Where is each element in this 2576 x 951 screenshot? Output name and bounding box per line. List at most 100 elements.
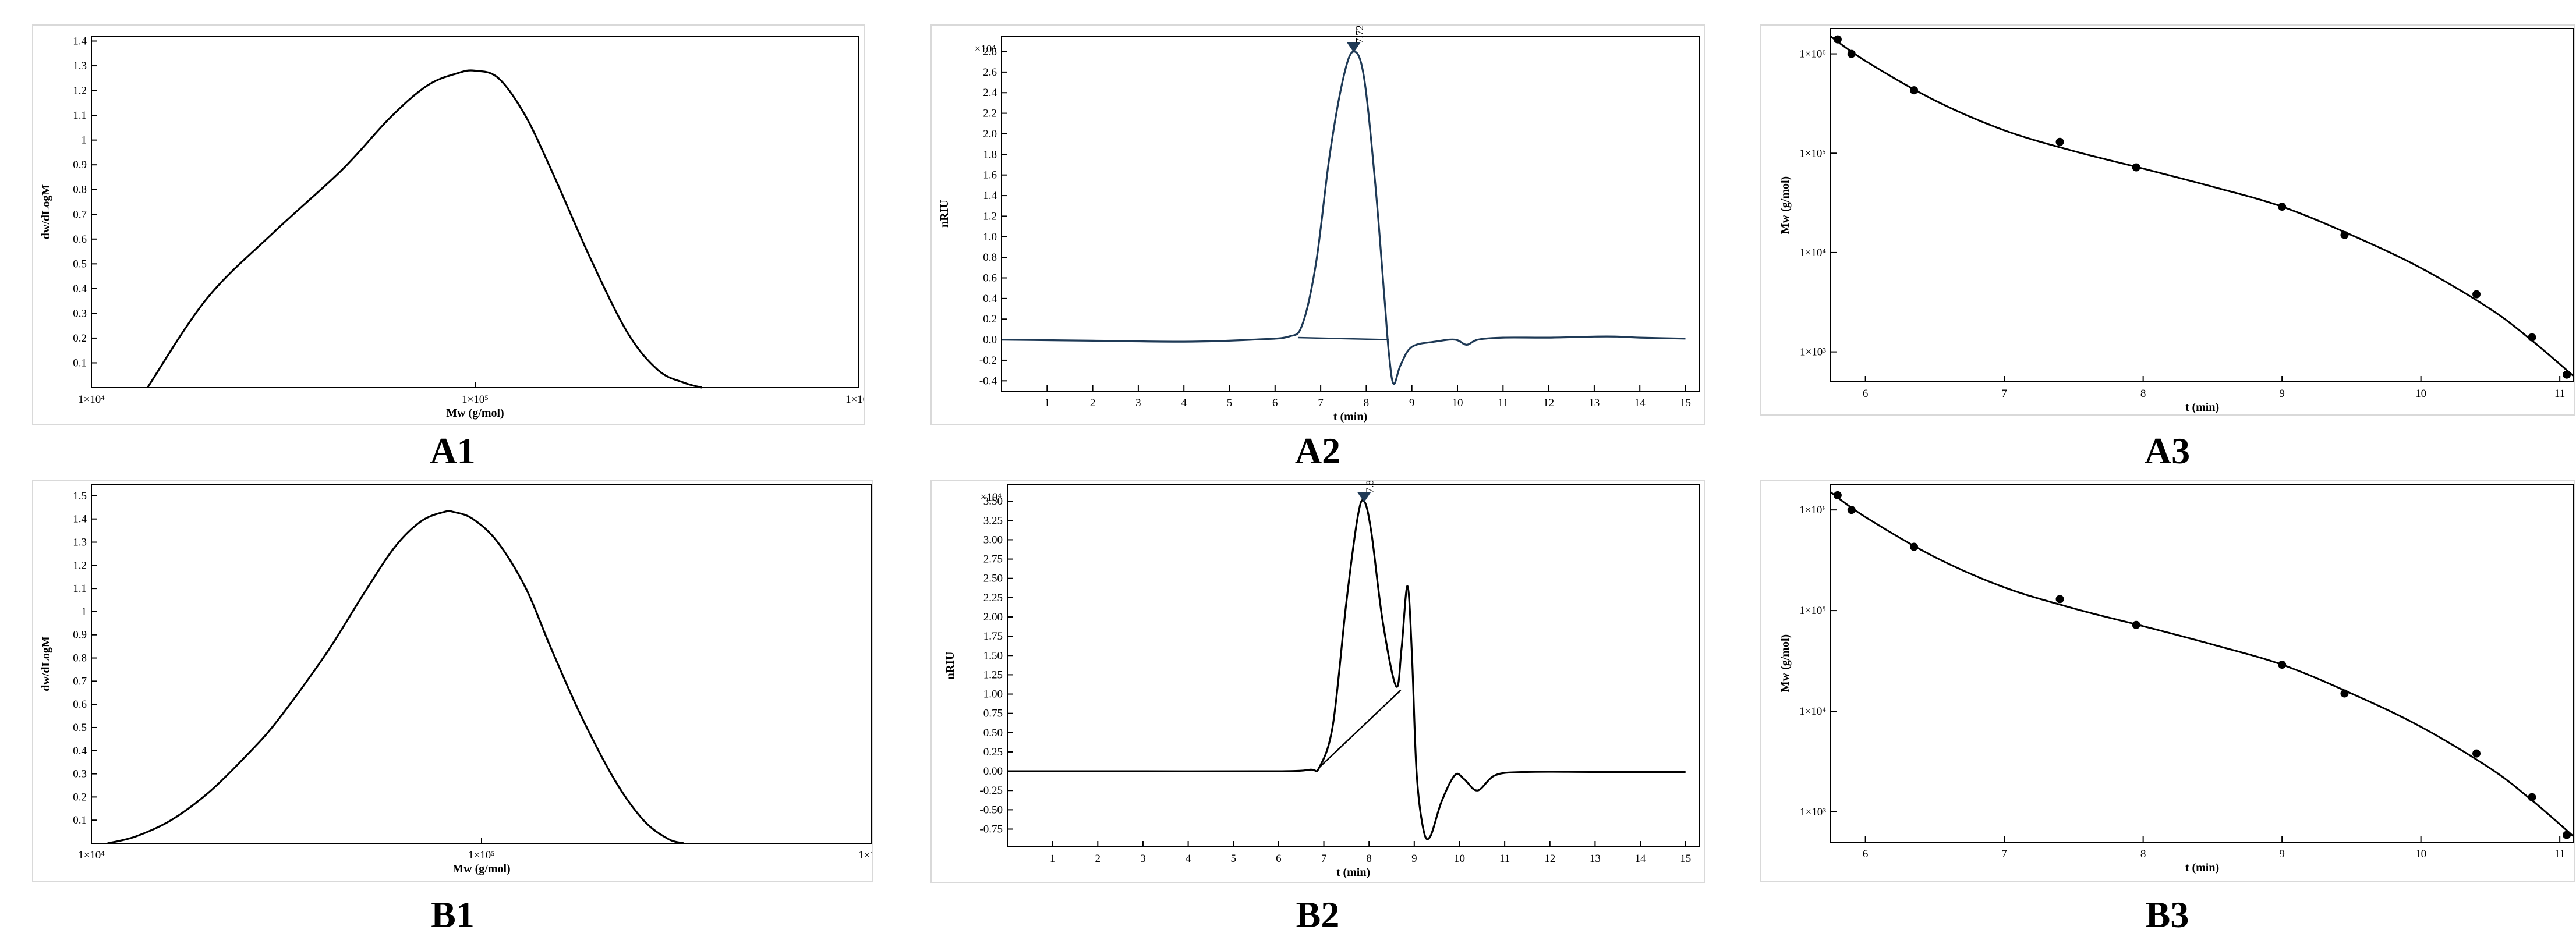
y-tick-label: 2.25 (983, 592, 1003, 604)
x-tick-label: 1×10⁶ (845, 393, 864, 406)
peak-label: 7.725 (1354, 26, 1365, 44)
y-tick-label: 1.2 (73, 559, 87, 572)
x-axis-title: t (min) (2185, 861, 2219, 874)
y-tick-label: 1×10⁶ (1799, 48, 1826, 61)
data-point (1833, 491, 1842, 499)
y-tick-label: 3.00 (983, 534, 1003, 546)
data-point (2132, 163, 2140, 172)
x-tick-label: 8 (2140, 848, 2146, 860)
y-tick-label: 1×10³ (1800, 346, 1826, 359)
y-tick-label: 1.2 (983, 210, 997, 222)
calibration-fit-line (1830, 491, 2574, 838)
panel-label-b2: B2 (1296, 894, 1340, 935)
series-line (1001, 50, 1686, 385)
x-tick-label: 6 (1863, 848, 1869, 860)
y-tick-label: 0.2 (983, 313, 997, 325)
data-point (2132, 620, 2140, 629)
x-tick-label: 6 (1272, 397, 1278, 409)
x-tick-label: 7 (1318, 397, 1324, 409)
y-axis-title: nRIU (938, 200, 951, 228)
y-tick-label: 2.0 (983, 128, 997, 140)
data-point (1847, 506, 1856, 514)
data-point (1910, 542, 1919, 551)
y-tick-label: 0.4 (73, 283, 87, 295)
peak-baseline (1318, 690, 1402, 768)
y-tick-label: 1.1 (73, 109, 87, 122)
data-point (1847, 49, 1856, 58)
x-tick-label: 6 (1863, 388, 1869, 400)
y-tick-label: 0.3 (73, 768, 87, 780)
x-tick-label: 11 (1499, 853, 1510, 865)
x-tick-label: 5 (1230, 853, 1236, 865)
y-tick-label: -0.75 (979, 824, 1003, 836)
y-tick-label: 0.8 (73, 184, 87, 196)
y-tick-label: 1.75 (983, 630, 1003, 643)
x-tick-label: 13 (1590, 853, 1601, 865)
y-tick-label: 0.2 (73, 332, 87, 345)
y-tick-label: 0.1 (73, 357, 87, 369)
chart-panel-a2: 1 2 3 4 5 6 7 8 9 10 11 12 13 14 15 -0.4 -0.2 0.0 0.2 0.4 0.… (930, 24, 1705, 425)
peak-marker (1346, 42, 1361, 53)
x-tick-label: 7 (2001, 848, 2007, 860)
y-tick-label: 1.25 (983, 669, 1003, 681)
x-tick-label: 9 (2279, 388, 2285, 400)
chart-svg-b3: 6 7 8 9 10 11 1×10³ 1×10⁴ 1×10⁵ 1×10⁶ t (min) Mw (g… (1779, 484, 2574, 874)
x-tick-label: 1×10⁶ (858, 849, 872, 861)
plot-frame (91, 484, 872, 844)
x-tick-label: 7 (2001, 388, 2007, 400)
panel-label-b3: B3 (2145, 894, 2189, 935)
data-point (2563, 370, 2571, 379)
y-tick-label: 0.6 (983, 272, 997, 285)
chart-svg-b1: 1×10⁴ 1×10⁵ 1×10⁶ 0.1 0.2 0.3 0.4 0.5 0.6 0.7 0.8 0… (40, 484, 872, 875)
y-tick-label: 0.3 (73, 307, 87, 320)
x-tick-label: 9 (2279, 848, 2285, 860)
y-tick-label: 1 (82, 606, 87, 618)
data-point (2055, 595, 2064, 604)
series-line (146, 69, 702, 389)
y-tick-label: 0.9 (73, 629, 87, 641)
y-tick-label: 0.5 (73, 722, 87, 734)
plot-frame (91, 36, 859, 388)
panel-label-a1: A1 (430, 430, 476, 471)
y-tick-label: 0.0 (983, 334, 997, 346)
y-tick-label: -0.25 (979, 785, 1003, 797)
y-tick-label: 0.6 (73, 233, 87, 246)
y-tick-label: 1×10⁵ (1799, 605, 1826, 617)
plot-frame (1001, 36, 1700, 392)
x-tick-label: 13 (1588, 397, 1600, 409)
x-tick-label: 1×10⁵ (462, 393, 489, 406)
chart-svg-a3: 6 7 8 9 10 11 1×10³ 1×10⁴ 1×10⁵ 1×10⁶ t (min) Mw (g… (1779, 28, 2574, 414)
data-point (2278, 203, 2287, 211)
data-point (1910, 86, 1919, 95)
peak-baseline (1297, 336, 1389, 340)
x-axis-title: t (min) (1333, 410, 1367, 423)
x-tick-label: 7 (1321, 853, 1327, 865)
x-tick-label: 5 (1227, 397, 1233, 409)
peak-label: 7.891 (1364, 481, 1376, 493)
y-tick-label: 1.00 (983, 689, 1003, 701)
y-tick-label: 0.5 (73, 258, 87, 270)
x-tick-label: 10 (2415, 388, 2426, 400)
y-tick-label: 3.50 (983, 495, 1003, 508)
y-tick-label: -0.50 (979, 804, 1003, 816)
y-axis-title: Mw (g/mol) (1779, 634, 1792, 692)
y-tick-label: 1.3 (73, 537, 87, 549)
x-tick-label: 10 (2415, 848, 2426, 860)
x-tick-label: 1×10⁴ (78, 849, 105, 861)
chart-panel-a3: 6 7 8 9 10 11 1×10³ 1×10⁴ 1×10⁵ 1×10⁶ t (min) Mw (g… (1760, 24, 2575, 416)
y-axis-title: nRIU (944, 652, 957, 680)
panel-label-a3: A3 (2144, 430, 2191, 471)
x-tick-label: 2 (1090, 397, 1096, 409)
calibration-fit-line (1830, 36, 2574, 377)
y-multiplier-label: ×10⁴ (975, 43, 996, 55)
y-tick-label: 0.4 (983, 293, 997, 305)
series-line (107, 510, 684, 844)
data-point (2528, 333, 2536, 342)
data-point (2055, 137, 2064, 146)
x-axis-title: Mw (g/mol) (452, 863, 510, 875)
y-tick-label: 0.6 (73, 698, 87, 711)
y-tick-label: 1.3 (73, 60, 87, 72)
y-tick-label: 0.8 (983, 251, 997, 264)
y-tick-label: 2.00 (983, 611, 1003, 623)
y-tick-label: 0.8 (73, 652, 87, 665)
